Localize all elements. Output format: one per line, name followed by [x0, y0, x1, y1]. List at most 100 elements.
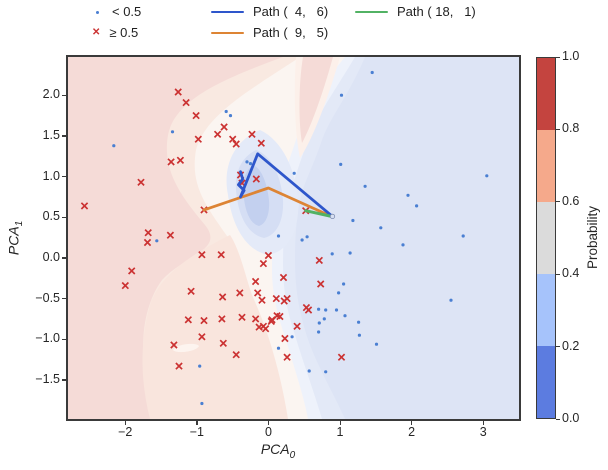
y-tick-mark	[62, 135, 66, 137]
scatter-point-blue	[374, 342, 379, 346]
scatter-point-red-x	[137, 178, 145, 187]
path-line-swatch-green	[355, 10, 388, 14]
scatter-point-blue	[351, 218, 355, 223]
scatter-point-red-x	[283, 294, 291, 303]
scatter-point-red-x	[281, 334, 289, 343]
scatter-point-red-x	[174, 88, 182, 96]
scatter-point-blue	[276, 234, 281, 238]
x-tick-mark	[339, 421, 341, 425]
scatter-point-blue	[200, 401, 204, 406]
scatter-point-red-x	[337, 353, 346, 361]
scatter-point-blue	[330, 252, 334, 256]
y-tick-mark	[62, 338, 66, 340]
scatter-point-blue	[224, 109, 228, 114]
y-tick-label: 1.0	[42, 168, 60, 183]
legend-label-ge05: ≥ 0.5	[109, 25, 139, 40]
colorbar-tick-label: 0.2	[562, 338, 580, 353]
scatter-point-blue	[276, 346, 281, 350]
legend-item-lt05: < 0.5	[90, 4, 141, 20]
colorbar-tick-mark	[556, 128, 560, 131]
scatter-point-red-x	[264, 251, 273, 260]
scatter-point-red-x	[220, 123, 228, 131]
colorbar-segment	[537, 346, 555, 418]
colorbar-tick-label: 1.0	[562, 49, 580, 63]
colorbar-segment	[537, 274, 555, 346]
scatter-point-blue	[324, 308, 328, 312]
scatter-point-red-x	[182, 98, 190, 107]
scatter-point-red-x	[219, 339, 228, 348]
y-tick-label: 2.0	[42, 87, 60, 102]
y-tick-label: −1.5	[35, 371, 60, 386]
scatter-point-red-x	[279, 273, 288, 282]
x-tick-label: −1	[189, 425, 204, 439]
colorbar-tick-mark	[556, 418, 560, 420]
scatter-point-red-x	[251, 315, 260, 323]
colorbar-tick-mark	[556, 273, 560, 275]
colorbar-tick-label: 0.8	[562, 121, 580, 136]
colorbar-tick-label: 0.6	[562, 193, 580, 208]
scatter-point-blue	[307, 369, 311, 373]
scatter-point-red-x	[272, 294, 281, 303]
scatter-point-red-x	[268, 316, 276, 324]
x-tick-label: 2	[408, 425, 416, 439]
scatter-point-blue	[348, 251, 352, 255]
scatter-point-blue	[322, 317, 326, 321]
y-tick-label: 0.0	[42, 249, 60, 264]
path-line-swatch-orange	[211, 31, 244, 35]
scatter-point-red-x	[167, 158, 175, 166]
scatter-point-blue	[357, 333, 361, 337]
legend-label-path-4-6: Path ( 4, 6)	[253, 4, 329, 19]
scatter-point-blue	[324, 370, 328, 374]
scatter-point-red-x	[253, 289, 262, 297]
x-tick-mark	[196, 421, 198, 425]
colorbar-segment	[537, 202, 555, 274]
scatter-point-red-x	[121, 281, 130, 290]
scatter-point-blue	[170, 130, 175, 134]
y-tick-mark	[62, 379, 66, 381]
x-tick-mark	[482, 421, 484, 425]
scatter-point-blue	[317, 307, 321, 311]
scatter-point-red-x	[232, 350, 240, 359]
scatter-point-red-x	[194, 135, 203, 143]
scatter-point-red-x	[261, 324, 270, 333]
x-tick-label: 0	[264, 425, 272, 439]
scatter-point-blue	[245, 160, 249, 164]
path-endpoint-marker	[329, 213, 336, 219]
scatter-point-red-x	[304, 306, 313, 314]
x-tick-label: 3	[479, 425, 487, 439]
x-tick-mark	[124, 421, 126, 425]
scatter-point-blue	[485, 174, 489, 178]
colorbar-tick-mark	[556, 201, 560, 203]
contour-region-blob-white-oval	[173, 343, 199, 353]
y-tick-label: 0.5	[42, 209, 60, 224]
scatter-point-blue	[228, 114, 233, 118]
scatter-point-blue	[292, 171, 296, 175]
scatter-point-red-x	[236, 289, 244, 297]
scatter-point-red-x	[228, 135, 237, 143]
x-axis-label: PCA0	[260, 441, 296, 461]
legend-item-ge05: ✕ ≥ 0.5	[90, 25, 138, 41]
scatter-point-red-x	[200, 316, 208, 325]
scatter-point-red-x	[276, 312, 284, 321]
scatter-point-blue	[112, 144, 116, 148]
scatter-point-blue	[300, 238, 304, 242]
plot-area	[66, 55, 521, 421]
scatter-point-blue	[317, 321, 321, 325]
contour-region-band-pink	[68, 57, 283, 419]
scatter-point-blue	[339, 93, 344, 97]
y-tick-mark	[62, 216, 66, 218]
scatter-point-red-x	[192, 111, 200, 120]
y-axis-label: PCA1	[5, 220, 25, 256]
scatter-point-red-x	[259, 259, 268, 268]
x-tick-mark	[411, 421, 413, 425]
scatter-point-red-x	[80, 202, 89, 210]
y-tick-mark	[62, 257, 66, 259]
scatter-point-red-x	[258, 296, 266, 304]
scatter-point-blue	[401, 243, 405, 247]
scatter-x-marker-icon: ✕	[92, 27, 101, 38]
scatter-point-blue	[449, 298, 453, 302]
y-tick-label: −1.0	[35, 331, 60, 346]
scatter-point-blue	[305, 235, 309, 239]
scatter-point-red-x	[252, 175, 261, 183]
scatter-point-red-x	[218, 293, 227, 301]
